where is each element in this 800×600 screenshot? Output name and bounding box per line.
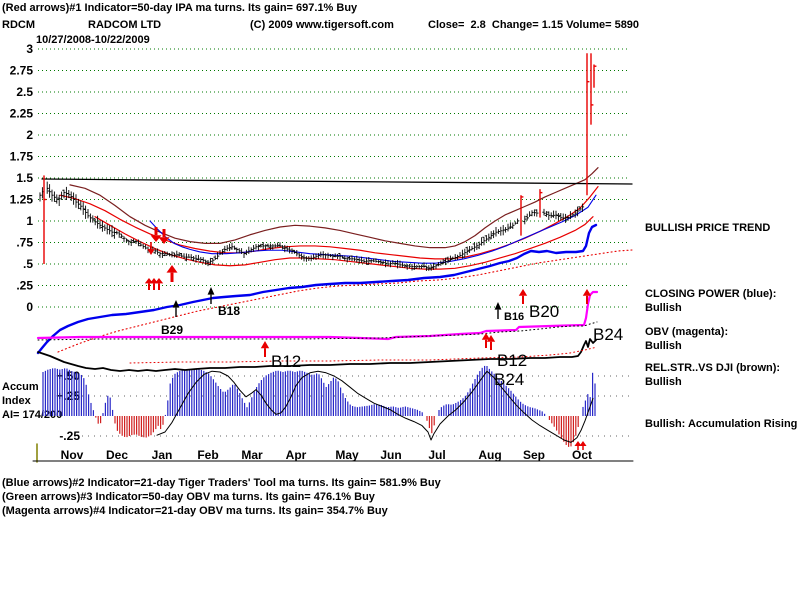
price-axis-label: 1.5 (16, 171, 33, 185)
trend-status: BULLISH PRICE TREND (645, 222, 771, 234)
month-label: Mar (241, 448, 263, 462)
obv-status: Bullish (645, 340, 682, 352)
buy-signal-label: B24 (593, 325, 623, 344)
obv-ma-dotted (37, 321, 598, 341)
buy-signal-arrow-icon (207, 287, 215, 295)
month-label: Jan (152, 448, 173, 462)
upper-band-line (69, 167, 599, 249)
buy-signal-arrow-icon (166, 265, 178, 273)
rel-str-status: Bullish (645, 376, 682, 388)
copyright-text: (C) 2009 www.tigersoft.com (250, 19, 394, 31)
month-label: Sep (523, 448, 545, 462)
month-label: Jun (380, 448, 401, 462)
buy-signal-arrow-icon (154, 278, 164, 284)
month-label: Aug (478, 448, 501, 462)
accum-title-line1: Accum (2, 381, 39, 393)
buy-signal-arrow-icon (574, 441, 582, 446)
price-axis-label: .75 (16, 236, 33, 250)
buy-signal-label: B24 (494, 370, 524, 389)
closing-power-label: CLOSING POWER (blue): (645, 288, 777, 300)
rel-str-line (37, 338, 597, 372)
resistance-line (41, 178, 633, 185)
buy-signal-arrow-icon (486, 335, 496, 342)
month-label: Feb (197, 448, 218, 462)
buy-signal-arrow-icon (481, 333, 491, 340)
price-axis-label: 2.25 (10, 107, 34, 121)
month-label: Nov (61, 448, 84, 462)
lower-band-line (94, 216, 594, 270)
indicator3-legend: (Green arrows)#3 Indicator=50-day OBV ma… (2, 491, 375, 503)
buy-signal-arrow-icon (518, 289, 528, 296)
indicator1-legend: (Red arrows)#1 Indicator=50-day IPA ma t… (2, 2, 358, 14)
month-label: Oct (572, 448, 592, 462)
indicator2-legend: (Blue arrows)#2 Indicator=21-day Tiger T… (2, 477, 441, 489)
buy-signal-arrow-icon (147, 249, 155, 255)
price-axis-label: 1.75 (10, 150, 34, 164)
closing-power-ma-dotted (57, 249, 633, 353)
month-label: Dec (106, 448, 128, 462)
ticker-symbol: RDCM (2, 19, 35, 31)
buy-signal-label: B16 (504, 311, 524, 323)
closing-power-line (36, 223, 598, 355)
buy-signal-arrow-icon (260, 341, 270, 349)
accum-oscillator-line (156, 370, 594, 443)
price-axis-label: 3 (26, 42, 33, 56)
month-label: May (335, 448, 359, 462)
buy-signal-label: B29 (161, 323, 183, 337)
buy-signal-label: B12 (271, 352, 301, 371)
rel-str-label: REL.STR..VS DJI (brown): (645, 362, 781, 374)
month-label: Apr (286, 448, 307, 462)
buy-signal-label: B18 (218, 304, 240, 318)
rel-str-ma-dotted (129, 346, 598, 364)
accum-status-note: Bullish: Accumulation Rising (645, 418, 798, 430)
closing-power-status: Bullish (645, 302, 682, 314)
price-axis-label: 1.25 (10, 193, 34, 207)
price-axis-label: 0 (26, 300, 33, 314)
indicator4-legend: (Magenta arrows)#4 Indicator=21-day OBV … (2, 505, 388, 517)
buy-signal-arrow-icon (494, 302, 502, 310)
month-label: Jul (428, 448, 445, 462)
price-axis-label: 2.75 (10, 64, 34, 78)
price-axis-label: 1 (26, 214, 33, 228)
obv-line (36, 290, 599, 341)
buy-signal-arrow-icon (158, 237, 170, 244)
date-range: 10/27/2008-10/22/2009 (36, 34, 150, 46)
accum-axis-label: -.25 (59, 429, 80, 443)
accum-title-line2: Index (2, 395, 31, 407)
price-axis-label: .25 (16, 279, 33, 293)
price-axis-label: 2.5 (16, 85, 33, 99)
obv-label: OBV (magenta): (645, 326, 729, 338)
company-name: RADCOM LTD (88, 19, 162, 31)
buy-signal-label: B20 (529, 302, 559, 321)
buy-signal-arrow-icon (150, 235, 162, 242)
buy-signal-arrow-icon (579, 441, 587, 446)
quote-summary: Close= 2.8 Change= 1.15 Volume= 5890 (428, 19, 640, 31)
price-axis-label: 2 (26, 128, 33, 142)
buy-signal-label: B12 (497, 351, 527, 370)
ma-21-line (149, 194, 597, 264)
buy-signal-arrow-icon (582, 289, 592, 296)
price-axis-label: .5 (23, 257, 33, 271)
buy-signal-arrow-icon (172, 300, 180, 308)
